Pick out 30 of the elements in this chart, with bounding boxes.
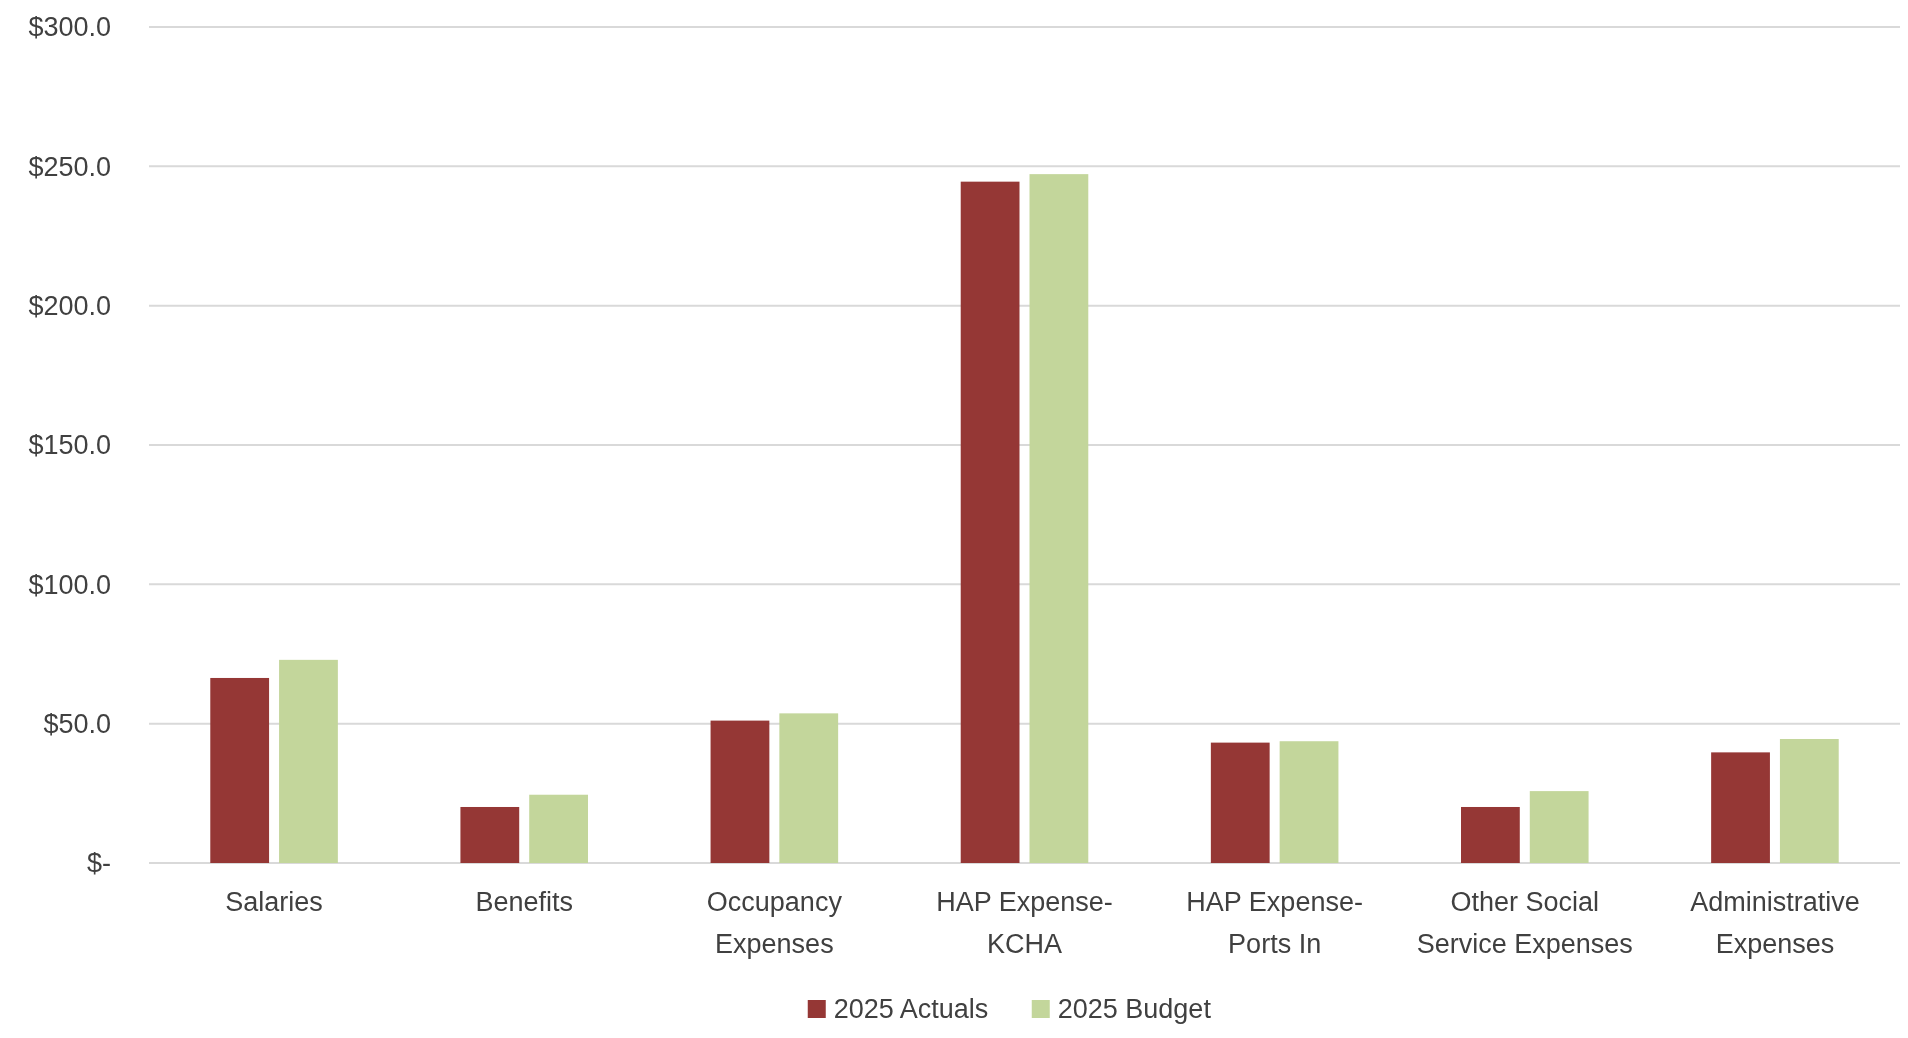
y-tick-label: $100.0 — [28, 569, 111, 600]
legend-label: 2025 Actuals — [833, 994, 989, 1025]
x-tick-label: Administrative Expenses — [1690, 887, 1860, 959]
bar — [1779, 738, 1839, 863]
y-tick-label: $- — [86, 848, 111, 879]
legend-label: 2025 Budget — [1057, 994, 1212, 1025]
x-tick-label: Other Social Service Expenses — [1416, 887, 1633, 959]
bar — [1529, 791, 1589, 863]
x-tick-label: Salaries — [225, 887, 323, 917]
bar — [1279, 741, 1339, 863]
y-tick-label: $50.0 — [43, 709, 111, 740]
bar — [960, 181, 1020, 863]
bar — [210, 677, 270, 863]
bar — [279, 659, 338, 863]
y-tick-label: $300.0 — [28, 12, 111, 43]
x-tick-label: HAP Expense-KCHA — [936, 887, 1113, 959]
bar — [1711, 752, 1770, 863]
y-tick-label: $250.0 — [28, 151, 111, 182]
y-tick-label: $150.0 — [28, 430, 111, 461]
bar — [1461, 806, 1520, 863]
bar — [529, 794, 588, 863]
bar — [460, 806, 520, 863]
bar — [1210, 742, 1270, 863]
x-tick-label: HAP Expense-Ports In — [1186, 887, 1363, 959]
bar — [1029, 174, 1089, 863]
bar — [779, 713, 839, 863]
x-tick-label: Occupancy Expenses — [706, 887, 843, 959]
bar — [710, 720, 770, 863]
x-tick-label: Benefits — [475, 887, 573, 917]
y-tick-label: $200.0 — [28, 291, 111, 322]
